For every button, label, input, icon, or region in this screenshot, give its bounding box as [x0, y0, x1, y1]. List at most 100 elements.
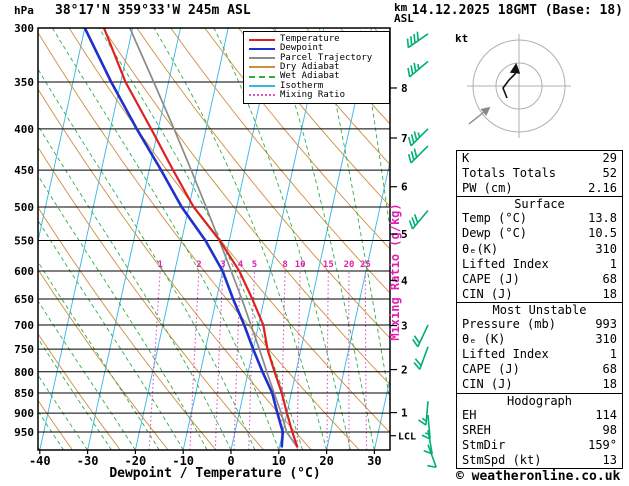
index-label: StmDir [462, 437, 506, 452]
index-value: 52 [602, 166, 617, 181]
index-value: 68 [602, 271, 617, 286]
mixing-ratio-label: 10 [295, 260, 306, 270]
dewpoint-curve [83, 28, 285, 448]
wind-barb [406, 31, 429, 49]
index-label: SREH [462, 422, 491, 437]
legend-item: Wet Adiabat [249, 72, 384, 81]
legend-line-sample [249, 47, 275, 50]
hodograph-trace [502, 62, 521, 99]
legend-label: Parcel Trajectory [280, 52, 373, 63]
temperature-curve [102, 28, 299, 448]
table-row: PW (cm) 2.16 [457, 181, 622, 196]
index-label: θₑ (K) [462, 332, 506, 347]
table-row: K 29 [457, 151, 622, 166]
altitude-unit-km: km [394, 1, 408, 14]
index-value: 2.16 [588, 181, 617, 196]
table-row: CIN (J) 18 [457, 287, 622, 302]
index-value: 18 [602, 286, 617, 301]
index-value: 13 [602, 452, 617, 467]
pressure-tick-labels: 300 350 400 450 500 550 600 650 700 750 800 850 900 9… [14, 22, 34, 439]
temperature-tick-label: -10 [172, 454, 194, 468]
legend-line-sample [249, 75, 275, 78]
index-value: 13.8 [588, 211, 617, 226]
index-label: K [462, 151, 470, 165]
legend-label: Wet Adiabat [280, 71, 340, 82]
altitude-tick-label: 8 [401, 82, 408, 95]
mixing-ratio-label: 25 [360, 260, 371, 270]
altitude-tick-label: 1 [401, 407, 408, 420]
table-row: StmSpd (kt) 13 [457, 453, 622, 468]
pressure-tick-label: 600 [14, 265, 34, 278]
plot-border [37, 27, 391, 451]
index-value: 18 [602, 377, 617, 392]
index-label: Lifted Index [462, 256, 549, 271]
temperature-tick-label: 30 [367, 454, 381, 468]
table-row: θₑ(K) 310 [457, 242, 622, 257]
pressure-tick-label: 400 [14, 123, 34, 136]
pressure-tick-label: 850 [14, 387, 34, 400]
wind-barb [407, 128, 429, 147]
table-row: Pressure (mb) 993 [457, 317, 622, 332]
pressure-tick-label: 650 [14, 293, 34, 306]
legend-line-sample [249, 38, 275, 41]
storm-motion-arrow [468, 106, 491, 125]
index-label: EH [462, 407, 477, 422]
index-label: PW (cm) [462, 181, 513, 196]
pressure-tick-label: 800 [14, 366, 34, 379]
wind-barbs [406, 31, 437, 469]
altitude-tick-label: 6 [401, 181, 408, 194]
altitude-axis-ticks: 1 2 3 4 5 6 7 8 [390, 82, 408, 420]
wind-barb [427, 444, 437, 469]
table-row: CAPE (J) 68 [457, 272, 622, 287]
mixing-ratio-label: 3 [220, 260, 225, 270]
lcl-label: LCL [398, 432, 416, 443]
index-label: CIN (J) [462, 377, 513, 392]
datetime-title: 14.12.2025 18GMT (Base: 18) [411, 3, 623, 18]
x-axis-title: Dewpoint / Temperature (°C) [109, 466, 321, 481]
legend-line-sample [249, 85, 275, 88]
plot-grid [38, 28, 390, 450]
pressure-tick-label: 300 [14, 22, 34, 35]
legend-label: Isotherm [280, 80, 324, 91]
table-row: θₑ (K) 310 [457, 332, 622, 347]
mixing-ratio-label: 4 [238, 260, 244, 270]
wind-barb [423, 430, 433, 455]
altitude-tick-label: 2 [401, 364, 408, 377]
index-label: θₑ(K) [462, 241, 499, 256]
table-section-header: Most Unstable [457, 301, 622, 317]
wind-barb [407, 145, 429, 164]
pressure-grid-lines [38, 28, 390, 433]
legend-label: Temperature [280, 34, 340, 44]
hodograph-unit-label: kt [455, 32, 469, 45]
pressure-tick-label: 900 [14, 407, 34, 420]
mixing-ratio-label: 1 [157, 260, 162, 270]
wind-barb [412, 324, 429, 348]
temperature-tick-label: 10 [272, 454, 286, 468]
mixing-ratio-labels: 1 2 3 4 5 8 10 15 20 25 [157, 260, 370, 270]
hodograph-ring [472, 39, 566, 133]
index-label: Temp (°C) [462, 211, 528, 226]
mixing-ratio-label: 15 [323, 260, 334, 270]
watermark: © weatheronline.co.uk [456, 469, 621, 484]
pressure-axis-unit-label: hPa [14, 4, 34, 17]
table-row: SREH 98 [457, 423, 622, 438]
temperature-tick-label: 0 [227, 454, 234, 468]
legend-item: Parcel Trajectory [249, 52, 384, 63]
table-row: Temp (°C) 13.8 [457, 211, 622, 226]
altitude-tick-label: 7 [401, 132, 408, 145]
hodograph [467, 34, 571, 138]
index-value: 993 [595, 317, 617, 332]
mixing-ratio-label: 8 [282, 260, 287, 270]
pressure-tick-label: 350 [14, 76, 34, 89]
pressure-tick-label: 750 [14, 343, 34, 356]
altitude-tick-label: 4 [401, 274, 408, 287]
parcel-trajectory-curve [129, 28, 299, 448]
sounding-curves [83, 28, 299, 448]
chart-legend: Temperature Dewpoint Parcel Trajectory Dry … [243, 31, 390, 104]
legend-label: Dry Adiabat [280, 61, 340, 72]
table-row: CAPE (J) 68 [457, 362, 622, 377]
legend-line-sample [249, 66, 275, 69]
index-label: Dewp (°C) [462, 226, 528, 241]
legend-line-sample [249, 57, 275, 60]
legend-label: Dewpoint [280, 43, 324, 54]
